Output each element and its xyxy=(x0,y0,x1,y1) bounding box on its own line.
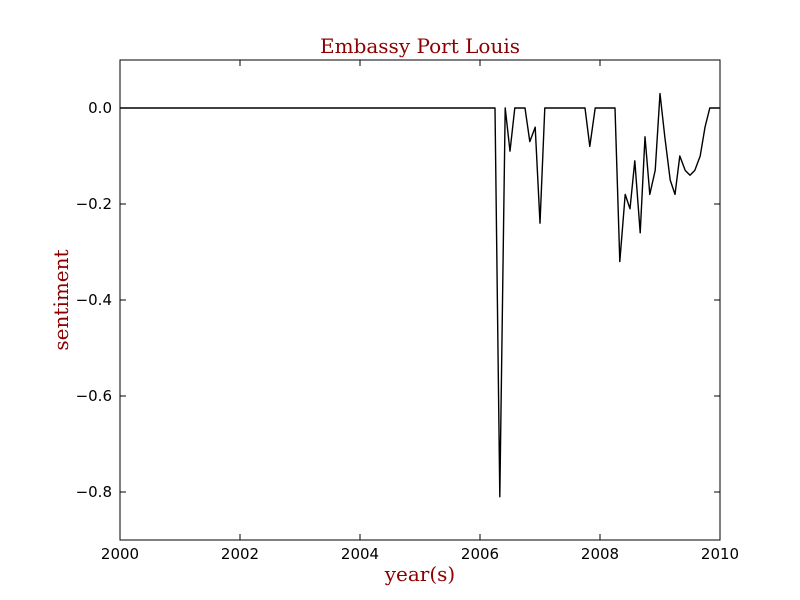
sentiment-series-line xyxy=(120,92,720,498)
y-tick-label: −0.6 xyxy=(76,387,112,405)
y-tick-label: −0.2 xyxy=(76,195,112,213)
x-axis-label: year(s) xyxy=(384,562,456,586)
x-tick-label: 2008 xyxy=(581,545,619,563)
y-tick-label: −0.4 xyxy=(76,291,112,309)
x-axis: 2000 2002 2004 2006 2008 2010 xyxy=(101,60,739,563)
x-tick-label: 2010 xyxy=(701,545,739,563)
y-tick-label: 0.0 xyxy=(88,99,112,117)
x-tick-label: 2006 xyxy=(461,545,499,563)
x-tick-label: 2000 xyxy=(101,545,139,563)
plot-frame xyxy=(119,59,721,541)
chart-title: Embassy Port Louis xyxy=(320,34,520,58)
y-tick-label: −0.8 xyxy=(76,483,112,501)
x-tick-label: 2002 xyxy=(221,545,259,563)
x-tick-label: 2004 xyxy=(341,545,379,563)
y-axis: 0.0 −0.2 −0.4 −0.6 −0.8 xyxy=(76,99,720,501)
y-axis-label: sentiment xyxy=(49,249,73,350)
